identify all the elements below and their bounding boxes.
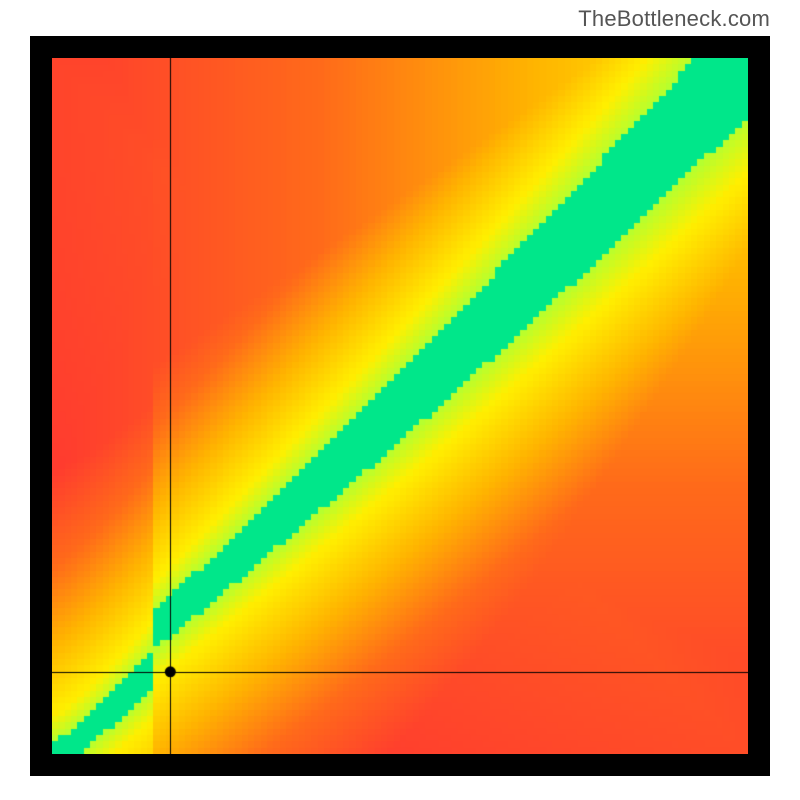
chart-frame bbox=[30, 36, 770, 776]
heatmap-canvas bbox=[52, 58, 748, 754]
attribution-text: TheBottleneck.com bbox=[578, 6, 770, 32]
chart-container: TheBottleneck.com bbox=[0, 0, 800, 800]
